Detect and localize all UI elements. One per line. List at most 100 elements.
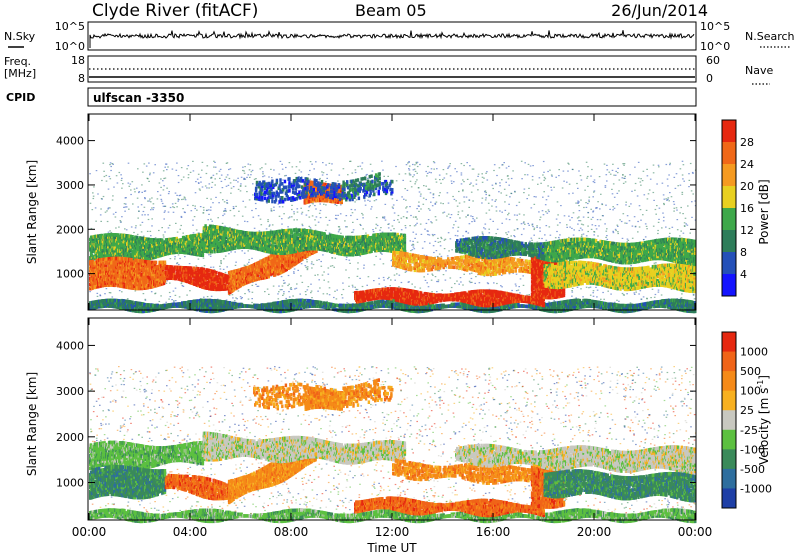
noise-cell [693, 295, 695, 296]
noise-cell [383, 277, 385, 278]
noise-cell [416, 163, 418, 164]
noise-cell [629, 220, 631, 221]
noise-cell [232, 294, 234, 295]
noise-cell [493, 282, 495, 283]
noise-cell [181, 283, 183, 284]
noise-cell [259, 230, 261, 231]
noise-cell [615, 175, 617, 176]
noise-cell [183, 177, 185, 178]
noise-cell [646, 228, 648, 229]
noise-cell [333, 267, 335, 268]
noise-cell [106, 288, 108, 289]
noise-cell [556, 231, 558, 232]
noise-cell [380, 227, 382, 228]
noise-cell [476, 218, 478, 219]
noise-cell [299, 170, 301, 171]
noise-cell [444, 240, 446, 241]
noise-cell [605, 187, 607, 188]
noise-cell [354, 209, 356, 210]
noise-cell [505, 182, 507, 183]
noise-cell [448, 214, 450, 215]
noise-cell [196, 210, 198, 211]
noise-cell [250, 174, 252, 175]
noise-cell [643, 239, 645, 240]
noise-cell [592, 196, 594, 197]
noise-cell [121, 291, 123, 292]
noise-cell [194, 216, 196, 217]
noise-cell [320, 210, 322, 211]
noise-cell [575, 203, 577, 204]
noise-cell [539, 227, 541, 228]
noise-cell [323, 204, 325, 205]
noise-cell [572, 193, 574, 194]
noise-cell [682, 194, 684, 195]
noise-cell [450, 175, 452, 176]
noise-cell [134, 189, 136, 190]
noise-cell [635, 183, 637, 184]
noise-cell [438, 242, 440, 243]
noise-cell [336, 205, 338, 206]
noise-cell [617, 231, 619, 232]
noise-cell [427, 231, 429, 232]
noise-cell [237, 181, 239, 182]
noise-cell [644, 194, 646, 195]
noise-cell [237, 224, 239, 225]
noise-cell [269, 224, 271, 225]
noise-cell [247, 221, 249, 222]
noise-cell [683, 233, 685, 234]
noise-cell [329, 163, 331, 164]
noise-cell [357, 268, 359, 269]
noise-cell [365, 205, 367, 206]
noise-cell [450, 291, 452, 292]
noise-cell [151, 197, 153, 198]
noise-cell [422, 248, 424, 249]
noise-cell [201, 170, 203, 171]
noise-cell [310, 292, 312, 293]
noise-cell [433, 252, 435, 253]
noise-cell [523, 222, 525, 223]
noise-cell [255, 178, 257, 179]
noise-cell [361, 213, 363, 214]
noise-cell [228, 253, 230, 254]
noise-cell [578, 220, 580, 221]
noise-cell [663, 203, 665, 204]
noise-cell [93, 198, 95, 199]
noise-cell [472, 218, 474, 219]
noise-cell [691, 190, 693, 191]
noise-cell [589, 197, 591, 198]
noise-cell [495, 183, 497, 184]
noise-cell [624, 163, 626, 164]
noise-cell [381, 161, 383, 162]
noise-cell [360, 256, 362, 257]
noise-cell [612, 206, 614, 207]
noise-cell [617, 168, 619, 169]
noise-cell [568, 216, 570, 217]
noise-cell [244, 221, 246, 222]
noise-cell [220, 268, 222, 269]
noise-cell [647, 175, 649, 176]
noise-cell [226, 163, 228, 164]
noise-cell [532, 226, 534, 227]
noise-cell [428, 286, 430, 287]
noise-cell [310, 227, 312, 228]
noise-cell [108, 232, 110, 233]
noise-cell [380, 253, 382, 254]
noise-cell [568, 193, 570, 194]
noise-cell [448, 232, 450, 233]
noise-cell [500, 192, 502, 193]
noise-cell [224, 201, 226, 202]
noise-cell [514, 191, 516, 192]
noise-cell [139, 191, 141, 192]
noise-cell [658, 292, 660, 293]
noise-cell [171, 299, 173, 300]
noise-cell [408, 168, 410, 169]
noise-cell [612, 193, 614, 194]
noise-cell [526, 198, 528, 199]
noise-cell [577, 188, 579, 189]
noise-cell [470, 282, 472, 283]
noise-cell [600, 219, 602, 220]
noise-cell [251, 258, 253, 259]
noise-cell [433, 245, 435, 246]
noise-cell [403, 216, 405, 217]
noise-cell [661, 227, 663, 228]
